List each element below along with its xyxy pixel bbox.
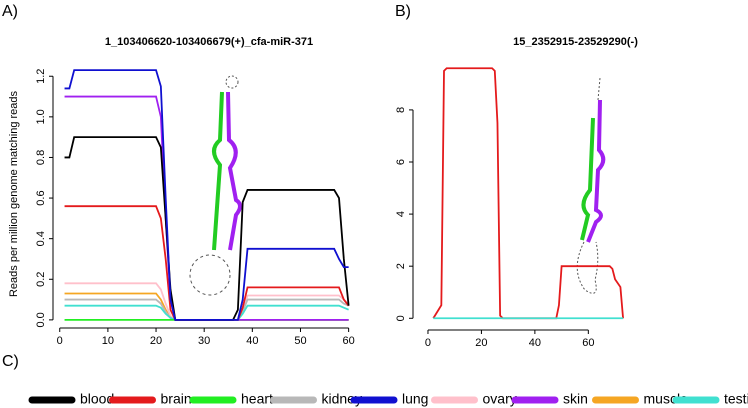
y-tick-label: 2 [395,263,407,269]
series-line [64,304,349,321]
y-tick-label: 4 [395,211,407,217]
series-line [64,298,349,321]
series-line [64,69,349,321]
series-line [64,292,349,321]
x-tick-label: 0 [57,335,63,347]
x-tick-label: 50 [294,335,306,347]
legend-label: blood [80,391,114,407]
series-line [64,205,350,321]
legend-label: heart [241,391,273,407]
series-line [64,282,350,321]
x-tick-label: 10 [102,335,114,347]
y-tick-label: 0.0 [35,312,47,327]
hairpin-a [189,75,242,296]
y-tick-label: 0 [395,315,407,321]
panel-label: B) [395,3,411,20]
y-tick-label: 0.6 [35,190,47,205]
y-tick-label: 6 [395,159,407,165]
series-line [64,95,349,321]
panel-label: C) [2,353,19,370]
legend-label: lung [402,391,428,407]
x-tick-label: 0 [425,337,431,349]
hairpin-b [576,77,606,294]
legend-label: testis [724,391,748,407]
x-tick-label: 60 [343,335,355,347]
x-tick-label: 40 [246,335,258,347]
y-tick-label: 0.2 [35,272,47,287]
series-line [64,136,350,321]
y-tick-label: 1.2 [35,69,47,84]
y-tick-label: 8 [395,107,407,113]
y-axis-label: Reads per million genome matching reads [8,90,20,297]
x-tick-label: 60 [582,337,594,349]
legend-label: ovary [483,391,517,407]
chart-title: 15_2352915-23529290(-) [513,36,638,48]
panel-label: A) [2,3,18,20]
legend-label: brain [161,391,192,407]
legend-label: skin [563,391,588,407]
series-line [432,67,624,320]
x-tick-label: 30 [198,335,210,347]
x-tick-label: 40 [529,337,541,349]
chart-title: 1_103406620-103406679(+)_cfa-miR-371 [105,36,313,48]
y-tick-label: 1.0 [35,109,47,124]
x-tick-label: 20 [150,335,162,347]
x-tick-label: 20 [475,337,487,349]
y-tick-label: 0.4 [35,231,47,246]
y-tick-label: 0.8 [35,150,47,165]
